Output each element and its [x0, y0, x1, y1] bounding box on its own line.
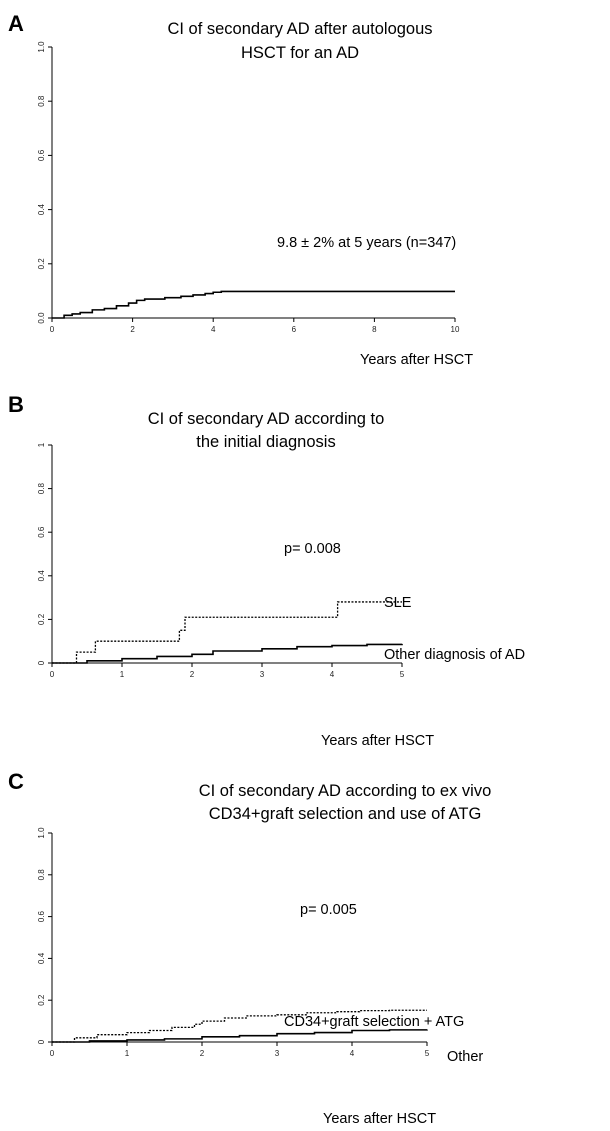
- x-tick-label-b: 4: [330, 670, 335, 679]
- x-tick-label-a: 10: [451, 325, 460, 334]
- series-line-b-sle: [52, 601, 402, 664]
- x-tick-label-b: 0: [50, 670, 55, 679]
- y-tick-label-a: 0.8: [37, 95, 46, 107]
- y-tick-label-b: 1: [37, 442, 46, 447]
- panel-letter-c: C: [8, 769, 24, 794]
- x-tick-label-a: 2: [130, 325, 135, 334]
- chart-b-title-line2: the initial diagnosis: [196, 433, 335, 451]
- x-tick-label-a: 4: [211, 325, 216, 334]
- chart-a-svg: A CI of secondary AD after autologous HS…: [8, 11, 473, 368]
- chart-a-annotation: 9.8 ± 2% at 5 years (n=347): [277, 235, 456, 251]
- panel-letter-a: A: [8, 11, 24, 36]
- panel-letter-b: B: [8, 392, 24, 417]
- chart-a-title-line1: CI of secondary AD after autologous: [167, 20, 432, 38]
- chart-b-pvalue: p= 0.008: [284, 541, 341, 557]
- y-tick-label-b: 0.4: [37, 570, 46, 582]
- chart-a-title-line2: HSCT for an AD: [241, 44, 359, 62]
- x-tick-label-b: 2: [190, 670, 195, 679]
- x-tick-label-b: 3: [260, 670, 265, 679]
- chart-b-title-line1: CI of secondary AD according to: [148, 410, 385, 428]
- x-tick-label-c: 5: [425, 1049, 430, 1058]
- y-tick-label-c: 0.8: [37, 869, 46, 881]
- x-tick-label-b: 1: [120, 670, 125, 679]
- chart-c-svg: C CI of secondary AD according to ex viv…: [8, 769, 492, 1127]
- chart-c-xlabel: Years after HSCT: [323, 1111, 436, 1127]
- panel-c: C CI of secondary AD according to ex viv…: [0, 750, 610, 1131]
- y-tick-label-c: 0.6: [37, 910, 46, 922]
- series-line-b-other-diagnosis-of-ad: [52, 643, 403, 664]
- panel-b: B CI of secondary AD according to the in…: [0, 375, 610, 750]
- y-tick-label-a: 0.6: [37, 149, 46, 161]
- y-tick-label-b: 0.8: [37, 482, 46, 494]
- series-line-c-cd34-graft-selection-atg: [52, 1009, 427, 1043]
- series-line-a-0: [52, 290, 455, 319]
- chart-a-xlabel: Years after HSCT: [360, 352, 473, 368]
- y-tick-label-a: 1.0: [37, 41, 46, 53]
- y-tick-label-b: 0: [37, 660, 46, 665]
- y-tick-label-b: 0.2: [37, 613, 46, 625]
- chart-b-label-sle: SLE: [384, 595, 412, 611]
- x-tick-label-a: 0: [50, 325, 55, 334]
- y-tick-label-a: 0.4: [37, 203, 46, 215]
- x-tick-label-c: 3: [275, 1049, 280, 1058]
- chart-b-svg: B CI of secondary AD according to the in…: [8, 392, 525, 749]
- y-tick-label-a: 0.0: [37, 312, 46, 324]
- chart-c-label-cd34: CD34+graft selection + ATG: [284, 1014, 464, 1030]
- x-tick-label-a: 8: [372, 325, 377, 334]
- x-tick-label-c: 2: [200, 1049, 205, 1058]
- plot-area-c: 0 0.2 0.4 0.6 0.8 1.0 0 1 2 3 4 5: [37, 827, 430, 1058]
- chart-c-title-line1: CI of secondary AD according to ex vivo: [199, 782, 492, 800]
- panel-a: A CI of secondary AD after autologous HS…: [0, 0, 610, 375]
- chart-c-title-line2: CD34+graft selection and use of ATG: [209, 805, 482, 823]
- y-tick-label-a: 0.2: [37, 258, 46, 270]
- plot-area-b: 0 0.2 0.4 0.6 0.8 1 0 1 2 3 4 5: [37, 442, 405, 679]
- x-tick-label-a: 6: [292, 325, 297, 334]
- y-tick-label-c: 0.4: [37, 952, 46, 964]
- plot-area-a: 0.0 0.2 0.4 0.6 0.8 1.0 0 2 4 6 8 10: [37, 41, 460, 334]
- y-tick-label-c: 0: [37, 1039, 46, 1044]
- y-tick-label-c: 1.0: [37, 827, 46, 839]
- x-tick-label-b: 5: [400, 670, 405, 679]
- y-tick-label-c: 0.2: [37, 994, 46, 1006]
- y-tick-label-b: 0.6: [37, 526, 46, 538]
- chart-b-xlabel: Years after HSCT: [321, 733, 434, 749]
- chart-c-label-other: Other: [447, 1049, 483, 1065]
- x-tick-label-c: 4: [350, 1049, 355, 1058]
- series-line-c-other: [52, 1029, 428, 1043]
- x-tick-label-c: 0: [50, 1049, 55, 1058]
- x-tick-label-c: 1: [125, 1049, 130, 1058]
- chart-b-label-other: Other diagnosis of AD: [384, 647, 525, 663]
- chart-c-pvalue: p= 0.005: [300, 902, 357, 918]
